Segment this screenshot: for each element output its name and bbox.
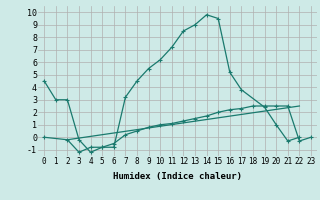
X-axis label: Humidex (Indice chaleur): Humidex (Indice chaleur) — [113, 172, 242, 181]
